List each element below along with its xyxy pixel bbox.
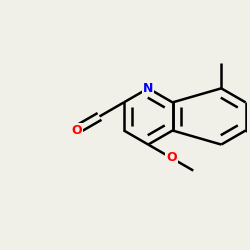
- Text: N: N: [143, 82, 154, 95]
- Text: O: O: [166, 152, 177, 164]
- Text: O: O: [71, 124, 82, 137]
